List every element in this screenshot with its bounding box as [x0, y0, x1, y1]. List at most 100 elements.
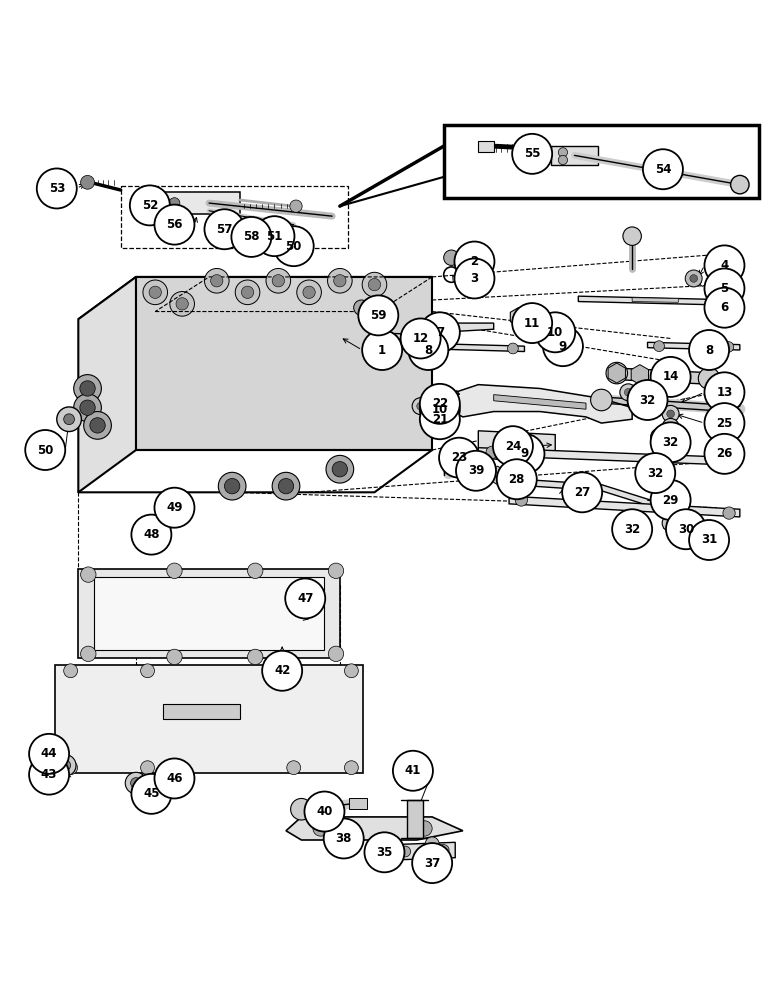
Circle shape — [326, 455, 354, 483]
Polygon shape — [349, 798, 367, 809]
Circle shape — [644, 467, 652, 475]
Circle shape — [612, 509, 652, 549]
Circle shape — [723, 507, 735, 519]
Circle shape — [686, 270, 703, 287]
Circle shape — [313, 821, 328, 836]
Circle shape — [167, 649, 182, 665]
Text: 45: 45 — [143, 787, 160, 800]
Circle shape — [662, 405, 679, 422]
Circle shape — [303, 286, 315, 298]
Circle shape — [401, 318, 441, 358]
Circle shape — [256, 225, 278, 247]
Text: 54: 54 — [655, 163, 671, 176]
Circle shape — [344, 664, 358, 678]
Circle shape — [286, 761, 300, 775]
Polygon shape — [479, 431, 555, 462]
Circle shape — [623, 227, 642, 245]
Circle shape — [507, 343, 518, 354]
Circle shape — [248, 563, 263, 578]
Circle shape — [667, 519, 675, 527]
Circle shape — [157, 766, 176, 785]
Circle shape — [273, 275, 284, 287]
Circle shape — [328, 646, 344, 662]
Circle shape — [218, 472, 246, 500]
Text: 42: 42 — [274, 664, 290, 677]
Polygon shape — [479, 448, 740, 465]
Circle shape — [332, 462, 347, 477]
Circle shape — [651, 480, 691, 520]
Circle shape — [615, 516, 631, 533]
Circle shape — [362, 272, 387, 297]
Circle shape — [543, 326, 583, 366]
Circle shape — [654, 341, 665, 352]
Circle shape — [57, 407, 81, 432]
Polygon shape — [93, 577, 324, 650]
Circle shape — [327, 268, 352, 293]
Polygon shape — [479, 141, 493, 152]
Text: 10: 10 — [547, 326, 564, 339]
Circle shape — [130, 778, 141, 788]
Text: 30: 30 — [678, 523, 694, 536]
Circle shape — [304, 792, 344, 832]
Circle shape — [651, 428, 668, 445]
Circle shape — [64, 664, 77, 678]
Circle shape — [423, 322, 434, 333]
Circle shape — [662, 418, 679, 435]
Circle shape — [64, 761, 77, 775]
Text: 10: 10 — [432, 403, 448, 416]
Text: 8: 8 — [424, 344, 432, 357]
Polygon shape — [407, 800, 423, 838]
Polygon shape — [378, 333, 455, 341]
Circle shape — [266, 268, 290, 293]
Circle shape — [456, 451, 496, 491]
Circle shape — [635, 453, 676, 493]
Circle shape — [248, 649, 263, 665]
Circle shape — [64, 414, 74, 425]
Circle shape — [143, 280, 168, 305]
Text: 5: 5 — [720, 282, 729, 295]
Circle shape — [444, 250, 459, 265]
Circle shape — [619, 521, 627, 528]
Circle shape — [83, 412, 111, 439]
Circle shape — [705, 372, 744, 412]
Circle shape — [667, 423, 675, 431]
Polygon shape — [78, 569, 340, 658]
Circle shape — [55, 755, 76, 776]
Text: 44: 44 — [41, 747, 57, 760]
Circle shape — [655, 433, 663, 441]
Circle shape — [686, 522, 703, 539]
Text: 40: 40 — [317, 805, 333, 818]
Circle shape — [514, 475, 527, 488]
Circle shape — [425, 837, 439, 851]
Circle shape — [639, 462, 656, 479]
Text: 4: 4 — [720, 259, 729, 272]
Circle shape — [625, 388, 632, 396]
Text: 59: 59 — [370, 309, 387, 322]
Circle shape — [80, 381, 95, 396]
Circle shape — [154, 205, 195, 245]
Circle shape — [328, 563, 344, 578]
Circle shape — [225, 478, 240, 494]
Circle shape — [384, 332, 393, 341]
Circle shape — [205, 268, 229, 293]
Polygon shape — [163, 192, 240, 214]
Circle shape — [273, 472, 300, 500]
Text: 46: 46 — [166, 772, 183, 785]
Text: 27: 27 — [574, 486, 591, 499]
Circle shape — [666, 509, 706, 549]
Circle shape — [667, 410, 675, 418]
Text: 11: 11 — [524, 317, 540, 330]
Circle shape — [496, 459, 537, 499]
Text: 41: 41 — [405, 764, 421, 777]
Circle shape — [90, 418, 105, 433]
Circle shape — [80, 400, 95, 415]
Circle shape — [211, 275, 223, 287]
Circle shape — [461, 458, 476, 473]
Polygon shape — [286, 817, 463, 840]
Circle shape — [606, 362, 628, 384]
Circle shape — [730, 175, 749, 194]
Circle shape — [417, 821, 432, 836]
Circle shape — [334, 275, 346, 287]
Text: 49: 49 — [166, 501, 183, 514]
Polygon shape — [386, 342, 524, 352]
